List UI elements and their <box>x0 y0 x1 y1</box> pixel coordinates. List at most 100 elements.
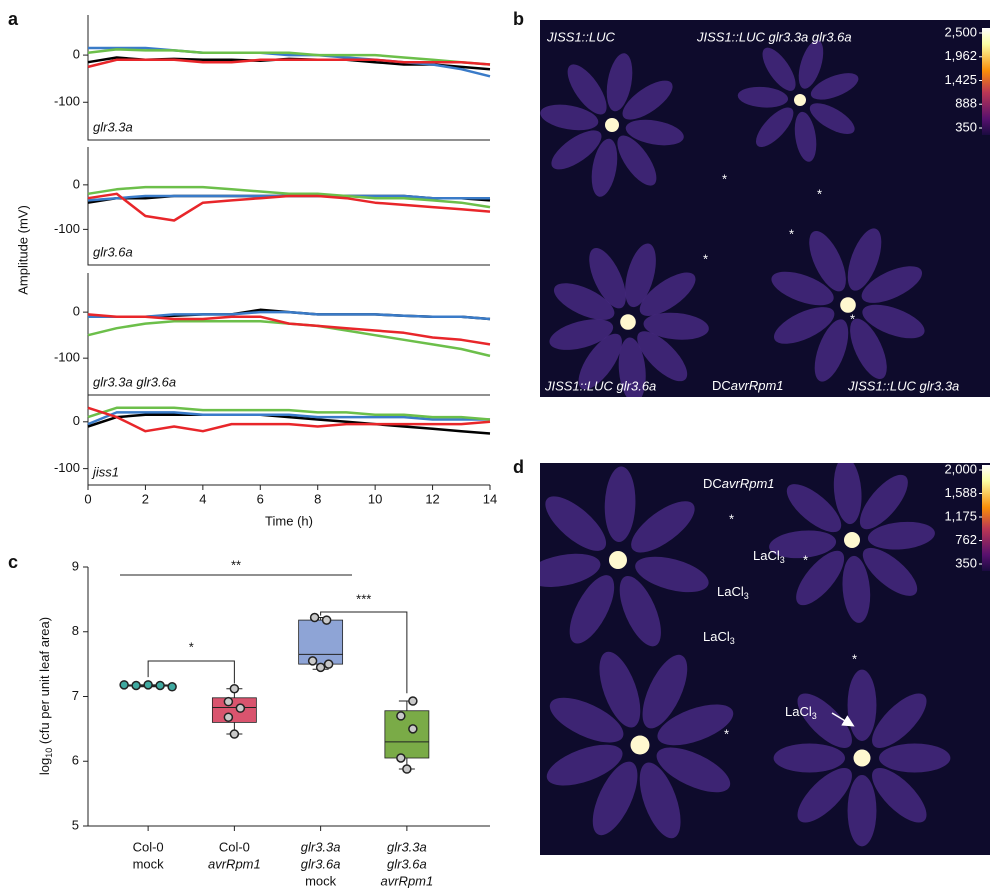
data-point <box>132 681 140 689</box>
x-tick-label: 14 <box>483 491 497 506</box>
image-label-part: DC <box>712 378 731 393</box>
axis-line <box>88 15 490 140</box>
data-point <box>397 754 405 762</box>
image-label-part: LaCl <box>753 548 780 563</box>
colorbar-tick-label: 1,588 <box>944 485 977 500</box>
image-label-part: LaCl <box>785 704 812 719</box>
data-point <box>397 712 405 720</box>
colorbar-tick-label: 1,425 <box>944 72 977 87</box>
rosette-center <box>844 532 860 548</box>
image-label-part: LaCl <box>703 629 730 644</box>
image-label: * <box>817 186 822 201</box>
image-label: * <box>724 726 729 741</box>
x-tick-label: glr3.6a <box>301 856 341 871</box>
data-point <box>168 683 176 691</box>
y-tick-label: 6 <box>72 753 79 768</box>
panel-genotype: glr3.6a <box>93 244 133 259</box>
data-point <box>323 616 331 624</box>
colorbar-tick-label: 2,500 <box>944 24 977 39</box>
image-label-part: LaCl <box>717 584 744 599</box>
data-point <box>224 698 232 706</box>
y-tick-label: 5 <box>72 817 79 832</box>
image-label: * <box>722 171 727 186</box>
image-label: * <box>803 552 808 567</box>
y-tick-label: 7 <box>72 688 79 703</box>
image-label: JISS1::LUC glr3.3a <box>847 378 959 393</box>
panel-label: a <box>8 9 19 29</box>
x-tick-label: mock <box>305 873 337 888</box>
data-point <box>409 725 417 733</box>
box <box>299 620 343 664</box>
rosette-center <box>605 118 619 132</box>
y-tick-label: 9 <box>72 558 79 573</box>
sig-bracket <box>148 661 234 684</box>
x-tick-label: 2 <box>142 491 149 506</box>
data-point <box>317 663 325 671</box>
data-point <box>156 681 164 689</box>
x-tick-label: avrRpm1 <box>381 873 434 888</box>
sig-label: *** <box>356 591 371 606</box>
y-tick-label: 8 <box>72 623 79 638</box>
image-label: JISS1::LUC <box>546 29 616 44</box>
x-axis-title: Time (h) <box>265 513 313 528</box>
y-axis-title-part: 10 <box>44 748 54 758</box>
rosette-center <box>609 551 627 569</box>
data-point <box>120 681 128 689</box>
image-label: * <box>852 651 857 666</box>
y-tick-label: 0 <box>73 413 80 428</box>
axis-line <box>88 567 490 826</box>
trace <box>88 314 490 344</box>
y-axis-title-part: log <box>37 758 52 775</box>
x-tick-label: 4 <box>199 491 206 506</box>
image-label-part: 3 <box>744 591 749 601</box>
data-point <box>144 681 152 689</box>
x-tick-label: 10 <box>368 491 382 506</box>
panel-label: d <box>513 457 524 477</box>
y-axis-title: log10 (cfu per unit leaf area) <box>37 617 54 775</box>
x-tick-label: glr3.3a <box>387 839 427 854</box>
y-tick-label: -100 <box>54 350 80 365</box>
data-point <box>325 660 333 668</box>
x-tick-label: 0 <box>84 491 91 506</box>
panel-genotype: glr3.3a <box>93 119 133 134</box>
image-label: * <box>729 511 734 526</box>
panel-genotype: jiss1 <box>91 464 119 479</box>
y-axis-title-part: (cfu per unit leaf area) <box>37 617 52 748</box>
x-tick-label: glr3.6a <box>387 856 427 871</box>
colorbar-tick-label: 350 <box>955 119 977 134</box>
data-point <box>409 697 417 705</box>
colorbar <box>982 465 990 571</box>
panel-genotype: glr3.3a glr3.6a <box>93 374 176 389</box>
data-point <box>230 685 238 693</box>
box <box>385 711 429 758</box>
x-tick-label: avrRpm1 <box>208 856 261 871</box>
image-label: DCavrRpm1 <box>712 378 784 393</box>
colorbar-tick-label: 350 <box>955 555 977 570</box>
image-label-part: 3 <box>780 555 785 565</box>
colorbar <box>982 28 990 135</box>
image-label: * <box>850 311 855 326</box>
image-label: DCavrRpm1 <box>703 476 775 491</box>
y-tick-label: -100 <box>54 94 80 109</box>
rosette-center <box>631 736 650 755</box>
colorbar-tick-label: 2,000 <box>944 461 977 476</box>
colorbar-tick-label: 1,175 <box>944 508 977 523</box>
box <box>212 698 256 723</box>
y-tick-label: 0 <box>73 304 80 319</box>
sig-label: * <box>189 639 194 654</box>
image-label: JISS1::LUC glr3.6a <box>544 378 656 393</box>
x-tick-label: 6 <box>257 491 264 506</box>
y-tick-label: 0 <box>73 176 80 191</box>
image-label-part: avrRpm1 <box>731 378 784 393</box>
y-tick-label: 0 <box>73 47 80 62</box>
data-point <box>403 765 411 773</box>
data-point <box>230 730 238 738</box>
data-point <box>236 704 244 712</box>
x-tick-label: Col-0 <box>219 839 250 854</box>
rosette-center <box>620 314 636 330</box>
image-label-part: 3 <box>730 636 735 646</box>
data-point <box>309 657 317 665</box>
trace <box>88 321 490 356</box>
data-point <box>224 713 232 721</box>
colorbar-tick-label: 1,962 <box>944 48 977 63</box>
